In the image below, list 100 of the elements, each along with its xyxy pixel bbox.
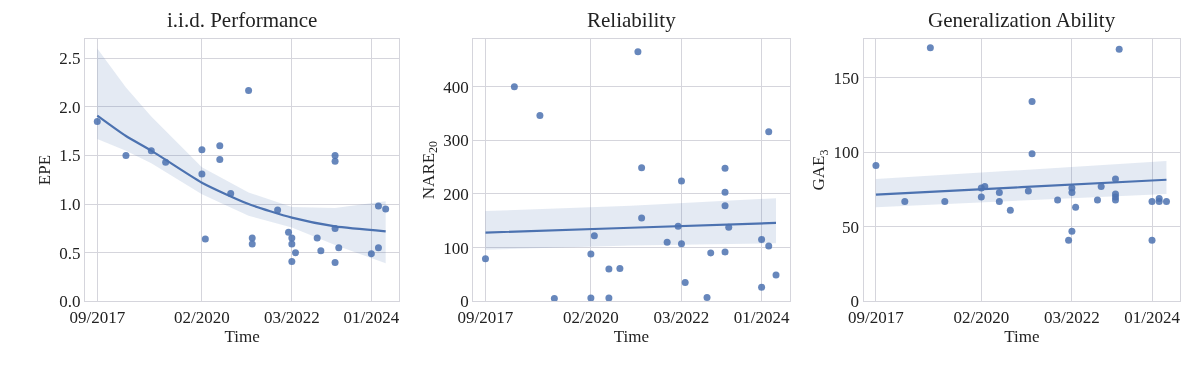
point: [288, 257, 296, 265]
point: [721, 248, 729, 256]
point: [765, 128, 773, 136]
point: [1115, 45, 1123, 53]
point: [122, 151, 130, 159]
point: [677, 177, 685, 185]
y-tick-label: 400: [443, 77, 469, 97]
point: [941, 197, 949, 205]
point: [374, 202, 382, 210]
y-tick-label: 1.5: [59, 146, 81, 166]
point: [1148, 197, 1156, 205]
point: [216, 142, 224, 150]
point: [721, 202, 729, 210]
y-tick-label: 2.0: [59, 97, 81, 117]
point: [288, 240, 296, 248]
point: [1065, 236, 1073, 244]
x-axis-title: Time: [224, 326, 260, 346]
point: [374, 244, 382, 252]
chart-title: Generalization Ability: [928, 8, 1116, 32]
point: [1148, 236, 1156, 244]
point: [590, 232, 598, 240]
point: [201, 235, 209, 243]
point: [198, 146, 206, 154]
point: [216, 155, 224, 163]
point: [335, 244, 343, 252]
point: [1068, 227, 1076, 235]
point: [382, 205, 390, 213]
x-tick-label: 03/2022: [1044, 307, 1100, 327]
y-tick-label: 50: [842, 217, 860, 237]
point: [317, 247, 325, 255]
point: [510, 83, 518, 91]
point: [367, 250, 375, 258]
point: [872, 162, 880, 170]
point: [995, 197, 1003, 205]
point: [772, 271, 780, 279]
point: [605, 294, 613, 302]
x-tick-label: 02/2020: [953, 307, 1010, 327]
x-tick-label: 01/2024: [733, 307, 790, 327]
chart-title: i.i.d. Performance: [167, 8, 318, 32]
point: [331, 151, 339, 159]
point: [587, 250, 595, 258]
x-tick-label: 02/2020: [174, 307, 230, 327]
point: [765, 242, 773, 250]
point: [638, 164, 646, 172]
point: [292, 249, 300, 257]
x-axis-title: Time: [613, 326, 650, 346]
point: [285, 228, 293, 236]
point: [198, 170, 206, 178]
point: [634, 48, 642, 56]
point: [677, 240, 685, 248]
point: [638, 214, 646, 222]
point: [663, 238, 671, 246]
x-tick-label: 03/2022: [263, 307, 320, 327]
point: [274, 206, 282, 214]
point: [481, 255, 489, 263]
point: [1162, 197, 1170, 205]
x-tick-label: 02/2020: [563, 307, 619, 327]
point: [1028, 97, 1036, 105]
y-tick-label: 100: [443, 238, 469, 258]
point: [721, 164, 729, 172]
point: [758, 236, 766, 244]
x-axis-title: Time: [1004, 326, 1040, 346]
chart-title: Reliability: [587, 8, 677, 32]
y-tick-label: 150: [833, 68, 860, 88]
point: [245, 86, 253, 94]
point: [901, 197, 909, 205]
point: [1006, 206, 1014, 214]
y-tick-label: 0.5: [59, 243, 81, 263]
point: [313, 234, 321, 242]
y-tick-label: 200: [443, 184, 469, 204]
point: [536, 112, 544, 120]
point: [616, 265, 624, 273]
point: [926, 44, 934, 52]
point: [977, 193, 985, 201]
point: [605, 265, 613, 273]
point: [331, 258, 339, 266]
y-tick-label: 100: [833, 143, 860, 163]
y-tick-label: 2.5: [59, 49, 81, 69]
y-tick-label: 300: [443, 131, 469, 151]
point: [703, 294, 711, 302]
point: [1072, 203, 1080, 211]
point: [721, 188, 729, 196]
x-tick-label: 03/2022: [653, 307, 710, 327]
point: [587, 294, 595, 302]
point: [550, 295, 558, 302]
point: [93, 117, 101, 125]
point: [995, 188, 1003, 196]
y-axis-title: EPE: [34, 154, 54, 186]
point: [331, 157, 339, 165]
x-tick-label: 01/2024: [1124, 307, 1181, 327]
y-tick-label: 1.0: [59, 195, 81, 215]
point: [1054, 196, 1062, 204]
point: [1093, 196, 1101, 204]
point: [1024, 187, 1032, 195]
line-series: [96, 114, 387, 233]
x-tick-label: 01/2024: [343, 307, 400, 327]
point: [1028, 150, 1036, 158]
point: [1068, 188, 1076, 196]
point: [248, 240, 256, 248]
point: [758, 283, 766, 291]
